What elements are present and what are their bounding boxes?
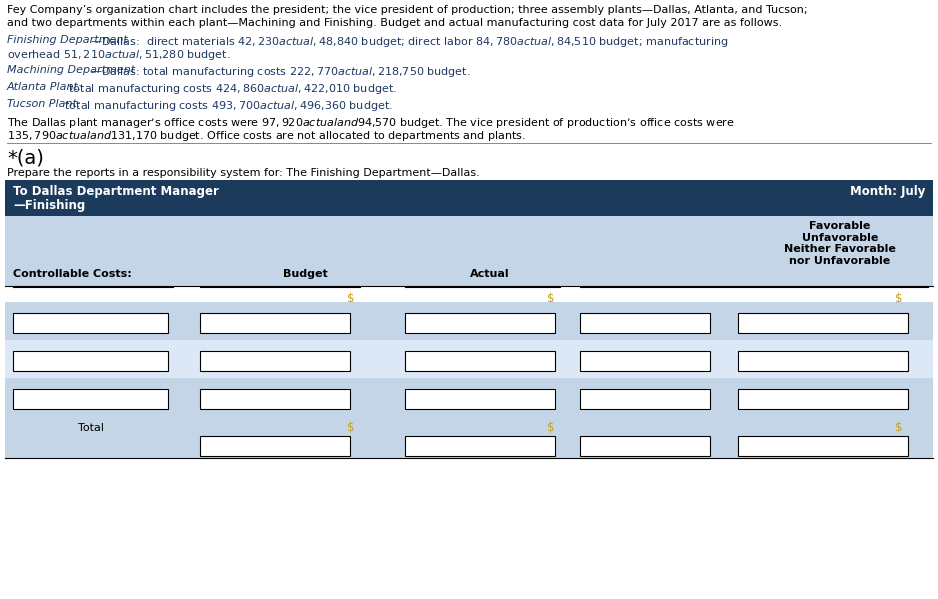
- Text: $135,790 actual and $131,170 budget. Office costs are not allocated to departmen: $135,790 actual and $131,170 budget. Off…: [7, 129, 526, 143]
- Text: —Dallas:  direct materials $42,230 actual, $48,840 budget; direct labor $84,780 : —Dallas: direct materials $42,230 actual…: [90, 35, 729, 49]
- Text: $: $: [347, 292, 355, 305]
- Bar: [200, 389, 350, 409]
- Text: Controllable Costs:: Controllable Costs:: [13, 269, 131, 279]
- Text: To Dallas Department Manager: To Dallas Department Manager: [13, 185, 219, 198]
- Bar: [738, 351, 908, 371]
- Text: $: $: [896, 292, 903, 305]
- Text: Fey Company’s organization chart includes the president; the vice president of p: Fey Company’s organization chart include…: [7, 5, 808, 15]
- Text: overhead $51,210 actual, $51,280 budget.: overhead $51,210 actual, $51,280 budget.: [7, 48, 231, 62]
- Text: —Dallas: total manufacturing costs $222,770 actual, $218,750 budget.: —Dallas: total manufacturing costs $222,…: [90, 65, 471, 79]
- Text: Tucson Plant:: Tucson Plant:: [7, 99, 81, 109]
- Bar: [580, 436, 710, 456]
- Bar: [5, 378, 933, 416]
- Bar: [580, 351, 710, 371]
- Bar: [13, 389, 168, 409]
- Bar: [738, 436, 908, 456]
- Bar: [580, 389, 710, 409]
- Bar: [738, 389, 908, 409]
- Bar: [200, 351, 350, 371]
- Bar: [5, 416, 933, 458]
- Text: Prepare the reports in a responsibility system for: The Finishing Department—Dal: Prepare the reports in a responsibility …: [7, 168, 479, 178]
- Text: Month: July: Month: July: [850, 185, 925, 198]
- Bar: [405, 351, 555, 371]
- Text: total manufacturing costs $493,700 actual, $496,360 budget.: total manufacturing costs $493,700 actua…: [61, 99, 393, 113]
- Bar: [5, 340, 933, 378]
- Text: —Finishing: —Finishing: [13, 199, 85, 212]
- Text: The Dallas plant manager’s office costs were $97,920 actual and $94,570 budget. : The Dallas plant manager’s office costs …: [7, 116, 734, 130]
- Bar: [200, 436, 350, 456]
- Bar: [580, 313, 710, 333]
- Text: $: $: [548, 421, 555, 434]
- Bar: [200, 313, 350, 333]
- Bar: [13, 351, 168, 371]
- Text: $: $: [347, 421, 355, 434]
- Text: Atlanta Plant:: Atlanta Plant:: [7, 82, 83, 92]
- Text: $: $: [548, 292, 555, 305]
- Text: Total: Total: [78, 423, 103, 433]
- Text: Favorable
Unfavorable
Neither Favorable
nor Unfavorable: Favorable Unfavorable Neither Favorable …: [784, 221, 896, 266]
- Text: Budget: Budget: [282, 269, 327, 279]
- Text: Finishing Department: Finishing Department: [7, 35, 128, 45]
- Text: and two departments within each plant—Machining and Finishing. Budget and actual: and two departments within each plant—Ma…: [7, 18, 782, 28]
- Bar: [5, 216, 933, 286]
- Text: *(a): *(a): [7, 148, 44, 167]
- Bar: [13, 313, 168, 333]
- Bar: [405, 389, 555, 409]
- Bar: [5, 302, 933, 340]
- Text: Actual: Actual: [470, 269, 510, 279]
- Bar: [405, 436, 555, 456]
- Text: Machining Department: Machining Department: [7, 65, 135, 75]
- Bar: [5, 180, 933, 216]
- Bar: [738, 313, 908, 333]
- Text: $: $: [896, 421, 903, 434]
- Bar: [405, 313, 555, 333]
- Text: total manufacturing costs $424,860 actual, $422,010 budget.: total manufacturing costs $424,860 actua…: [66, 82, 397, 96]
